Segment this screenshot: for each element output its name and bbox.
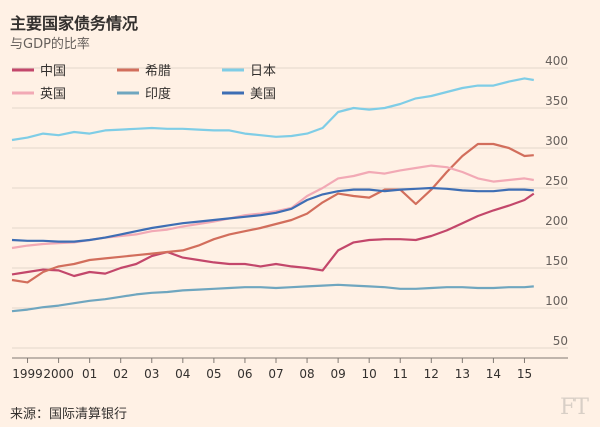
legend-label-4: 印度	[145, 86, 171, 102]
y-tick-label-100: 100	[545, 294, 568, 308]
x-tick-label-2014: 14	[486, 367, 501, 381]
chart-subtitle: 与GDP的比率	[10, 37, 90, 52]
x-tick-label-2002: 02	[113, 367, 128, 381]
legend-label-1: 希腊	[145, 64, 171, 79]
x-tick-label-2005: 05	[206, 367, 221, 381]
x-tick-label-2003: 03	[144, 367, 159, 381]
x-tick-label-2011: 11	[393, 367, 408, 381]
gridlines	[12, 67, 568, 349]
y-tick-label-400: 400	[545, 54, 568, 68]
x-tick-label-2006: 06	[237, 367, 252, 381]
x-tick-label-2000: 2000	[43, 367, 74, 381]
legend-label-3: 英国	[40, 87, 66, 102]
y-tick-label-250: 250	[545, 174, 568, 188]
series-line-4	[11, 283, 534, 313]
series-line-0	[11, 192, 535, 278]
y-axis-ticks: 50 100 150 200 250 300 350 400	[545, 54, 568, 348]
y-tick-label-150: 150	[545, 254, 568, 268]
source-note: 来源：国际清算银行	[10, 407, 128, 422]
x-tick-label-2004: 04	[175, 367, 190, 381]
x-tick-label-2013: 13	[455, 367, 470, 381]
y-tick-label-300: 300	[545, 134, 568, 148]
x-tick-label-2008: 08	[299, 367, 314, 381]
y-tick-label-50: 50	[553, 334, 568, 348]
series-line-3	[11, 164, 534, 250]
x-tick-label-2009: 09	[330, 367, 345, 381]
series-line-1	[11, 142, 534, 284]
ft-logo: FT	[560, 395, 589, 420]
x-tick-label-2012: 12	[424, 367, 439, 381]
x-tick-label-2001: 01	[82, 367, 97, 381]
y-tick-label-350: 350	[545, 94, 568, 108]
series-lines	[11, 77, 535, 313]
legend-label-0: 中国	[40, 64, 66, 79]
x-tick-label-1999: 1999	[12, 367, 43, 381]
legend-label-5: 美国	[250, 87, 276, 102]
legend-label-2: 日本	[250, 64, 276, 79]
series-line-5	[11, 186, 534, 243]
series-line-2	[11, 77, 534, 142]
chart-title: 主要国家债务情况	[10, 14, 139, 33]
x-tick-label-2010: 10	[362, 367, 377, 381]
x-tick-label-2007: 07	[268, 367, 283, 381]
y-tick-label-200: 200	[545, 214, 568, 228]
x-axis: 1999 2000 01 02 03 04 05 06 07 08 09 10 11 12 13 14 15	[12, 357, 568, 381]
x-tick-label-2015: 15	[517, 367, 532, 381]
